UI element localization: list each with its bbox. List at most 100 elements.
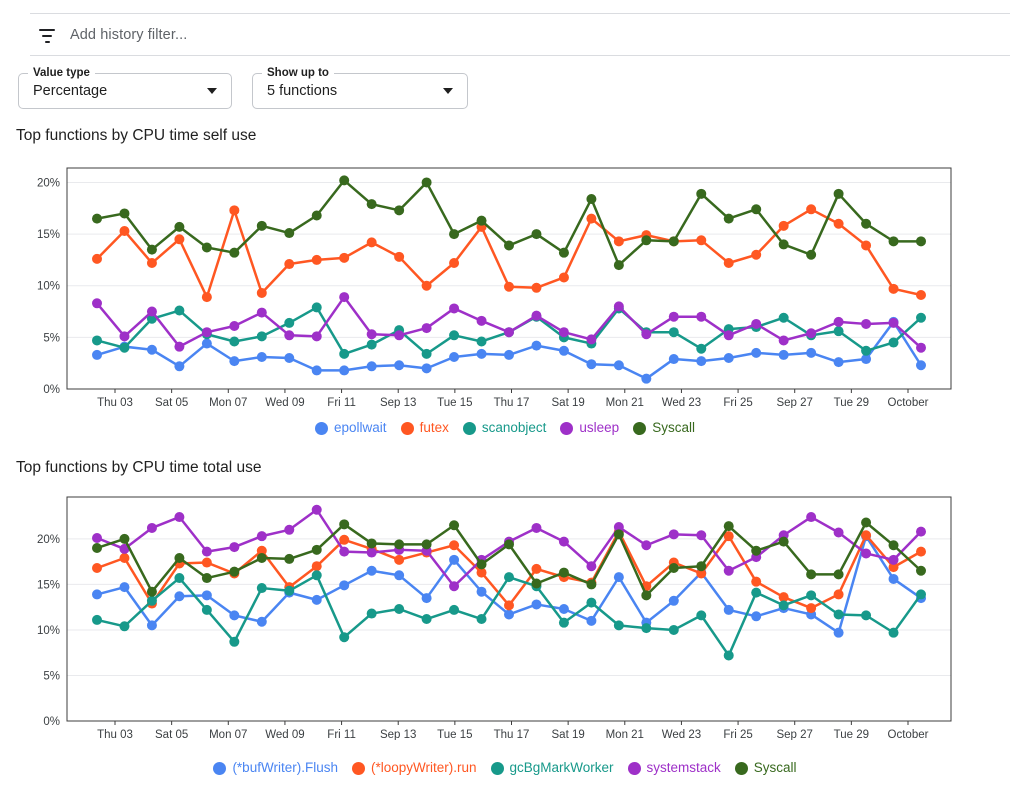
data-point[interactable] xyxy=(92,213,102,224)
legend-item-gcbgmarkworker[interactable]: gcBgMarkWorker xyxy=(490,760,614,776)
data-point[interactable] xyxy=(668,327,679,338)
data-point[interactable] xyxy=(668,354,679,365)
data-point[interactable] xyxy=(256,287,267,298)
data-point[interactable] xyxy=(723,650,734,661)
data-point[interactable] xyxy=(449,330,460,341)
data-point[interactable] xyxy=(861,548,872,559)
data-point[interactable] xyxy=(558,327,569,338)
data-point[interactable] xyxy=(311,594,322,605)
data-point[interactable] xyxy=(92,349,102,360)
data-point[interactable] xyxy=(723,531,734,542)
cpu-self-use-chart[interactable]: 0% 5% 10% 15% 20% Thu 03 Sat 05 Mon 07 Wed 09 Fri… xyxy=(0,152,1010,408)
data-point[interactable] xyxy=(751,545,762,556)
data-point[interactable] xyxy=(449,229,460,240)
data-point[interactable] xyxy=(778,349,789,360)
data-point[interactable] xyxy=(696,530,707,541)
data-point[interactable] xyxy=(668,529,679,540)
data-point[interactable] xyxy=(146,306,157,317)
data-point[interactable] xyxy=(696,561,707,572)
data-point[interactable] xyxy=(861,610,872,621)
data-point[interactable] xyxy=(888,317,899,328)
data-point[interactable] xyxy=(531,282,542,293)
data-point[interactable] xyxy=(174,573,185,584)
data-point[interactable] xyxy=(751,204,762,215)
data-point[interactable] xyxy=(504,327,514,338)
data-point[interactable] xyxy=(394,330,405,341)
data-point[interactable] xyxy=(504,240,514,251)
data-point[interactable] xyxy=(256,331,267,342)
data-point[interactable] xyxy=(394,360,405,371)
data-point[interactable] xyxy=(504,349,514,360)
data-point[interactable] xyxy=(476,614,487,625)
data-point[interactable] xyxy=(586,193,597,204)
data-point[interactable] xyxy=(229,356,240,367)
data-point[interactable] xyxy=(229,542,240,553)
data-point[interactable] xyxy=(92,614,102,625)
data-point[interactable] xyxy=(806,590,817,601)
data-point[interactable] xyxy=(284,585,295,596)
data-point[interactable] xyxy=(613,236,624,247)
data-point[interactable] xyxy=(339,546,350,557)
data-point[interactable] xyxy=(256,553,267,564)
data-point[interactable] xyxy=(174,512,185,523)
data-point[interactable] xyxy=(476,315,487,326)
data-point[interactable] xyxy=(531,599,542,610)
data-point[interactable] xyxy=(833,609,844,620)
data-point[interactable] xyxy=(586,597,597,608)
data-point[interactable] xyxy=(531,229,542,240)
data-point[interactable] xyxy=(723,521,734,532)
data-point[interactable] xyxy=(119,543,130,554)
data-point[interactable] xyxy=(366,361,377,372)
data-point[interactable] xyxy=(861,517,872,528)
data-point[interactable] xyxy=(806,328,817,339)
data-point[interactable] xyxy=(394,570,405,581)
data-point[interactable] xyxy=(394,251,405,262)
data-point[interactable] xyxy=(174,305,185,316)
data-point[interactable] xyxy=(558,247,569,258)
data-point[interactable] xyxy=(586,359,597,370)
data-point[interactable] xyxy=(119,342,130,353)
legend-item-scanobject[interactable]: scanobject xyxy=(462,420,546,436)
data-point[interactable] xyxy=(366,547,377,558)
data-point[interactable] xyxy=(256,351,267,362)
data-point[interactable] xyxy=(311,561,322,572)
data-point[interactable] xyxy=(119,621,130,632)
data-point[interactable] xyxy=(146,522,157,533)
data-point[interactable] xyxy=(668,595,679,606)
data-point[interactable] xyxy=(449,258,460,269)
data-point[interactable] xyxy=(146,586,157,597)
data-point[interactable] xyxy=(916,236,926,247)
data-point[interactable] xyxy=(888,236,899,247)
data-point[interactable] xyxy=(888,283,899,294)
data-point[interactable] xyxy=(119,533,130,544)
data-point[interactable] xyxy=(504,609,514,620)
data-point[interactable] xyxy=(751,347,762,358)
data-point[interactable] xyxy=(916,360,926,371)
data-point[interactable] xyxy=(558,604,569,614)
data-point[interactable] xyxy=(256,583,267,594)
data-point[interactable] xyxy=(421,539,432,550)
data-point[interactable] xyxy=(366,538,377,549)
data-point[interactable] xyxy=(916,290,926,301)
data-point[interactable] xyxy=(696,235,707,246)
data-point[interactable] xyxy=(146,595,157,606)
data-point[interactable] xyxy=(146,620,157,631)
data-point[interactable] xyxy=(449,540,460,551)
data-point[interactable] xyxy=(696,568,707,579)
data-point[interactable] xyxy=(833,357,844,368)
data-point[interactable] xyxy=(119,225,130,236)
data-point[interactable] xyxy=(146,244,157,255)
data-point[interactable] xyxy=(504,539,514,550)
data-point[interactable] xyxy=(751,611,762,622)
data-point[interactable] xyxy=(339,580,350,591)
data-point[interactable] xyxy=(311,544,322,555)
data-point[interactable] xyxy=(751,318,762,329)
data-point[interactable] xyxy=(284,317,295,328)
data-point[interactable] xyxy=(916,312,926,323)
data-point[interactable] xyxy=(421,593,432,604)
data-point[interactable] xyxy=(284,259,295,270)
data-point[interactable] xyxy=(284,553,295,564)
data-point[interactable] xyxy=(833,527,844,538)
data-point[interactable] xyxy=(339,519,350,530)
data-point[interactable] xyxy=(201,546,212,557)
